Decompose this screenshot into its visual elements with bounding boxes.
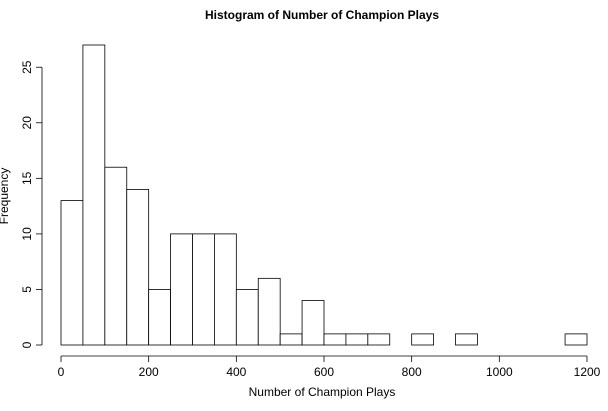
y-tick-label: 25 <box>20 60 34 74</box>
y-tick-label: 10 <box>20 227 34 241</box>
chart-title: Histogram of Number of Champion Plays <box>205 8 439 22</box>
histogram-bar <box>564 333 588 346</box>
histogram-bar <box>60 200 84 346</box>
histogram-bar <box>235 289 259 346</box>
histogram-bar <box>192 233 215 346</box>
histogram-bar <box>170 233 193 346</box>
histogram-bar <box>148 289 171 346</box>
histogram-bar <box>323 333 347 346</box>
x-tick-label: 400 <box>226 365 246 379</box>
histogram-bar <box>82 44 106 346</box>
histogram-bar <box>257 277 281 346</box>
y-tick-label: 5 <box>20 286 34 293</box>
histogram-bar <box>367 333 391 346</box>
y-axis-label: Frequency <box>0 168 11 225</box>
histogram-bar <box>301 300 325 346</box>
bars-layer <box>60 44 588 346</box>
x-tick-label: 800 <box>402 365 422 379</box>
y-tick-label: 20 <box>20 116 34 130</box>
x-tick-label: 0 <box>58 365 65 379</box>
y-tick-label: 15 <box>20 171 34 185</box>
y-tick-label: 0 <box>20 341 34 348</box>
y-axis: 0 5 10 15 20 25 <box>20 60 43 348</box>
histogram-bar <box>279 333 303 346</box>
histogram-bar <box>455 333 478 346</box>
histogram-bar <box>411 333 434 346</box>
histogram-bar <box>214 233 237 346</box>
histogram-bar <box>104 166 128 346</box>
x-axis-label: Number of Champion Plays <box>249 385 396 399</box>
x-tick-label: 600 <box>314 365 334 379</box>
x-axis: 0 200 400 600 800 1000 1200 <box>58 355 601 379</box>
histogram-bar <box>345 333 369 346</box>
x-tick-label: 200 <box>139 365 159 379</box>
x-tick-label: 1000 <box>486 365 513 379</box>
x-tick-label: 1200 <box>574 365 601 379</box>
histogram-bar <box>126 189 150 346</box>
